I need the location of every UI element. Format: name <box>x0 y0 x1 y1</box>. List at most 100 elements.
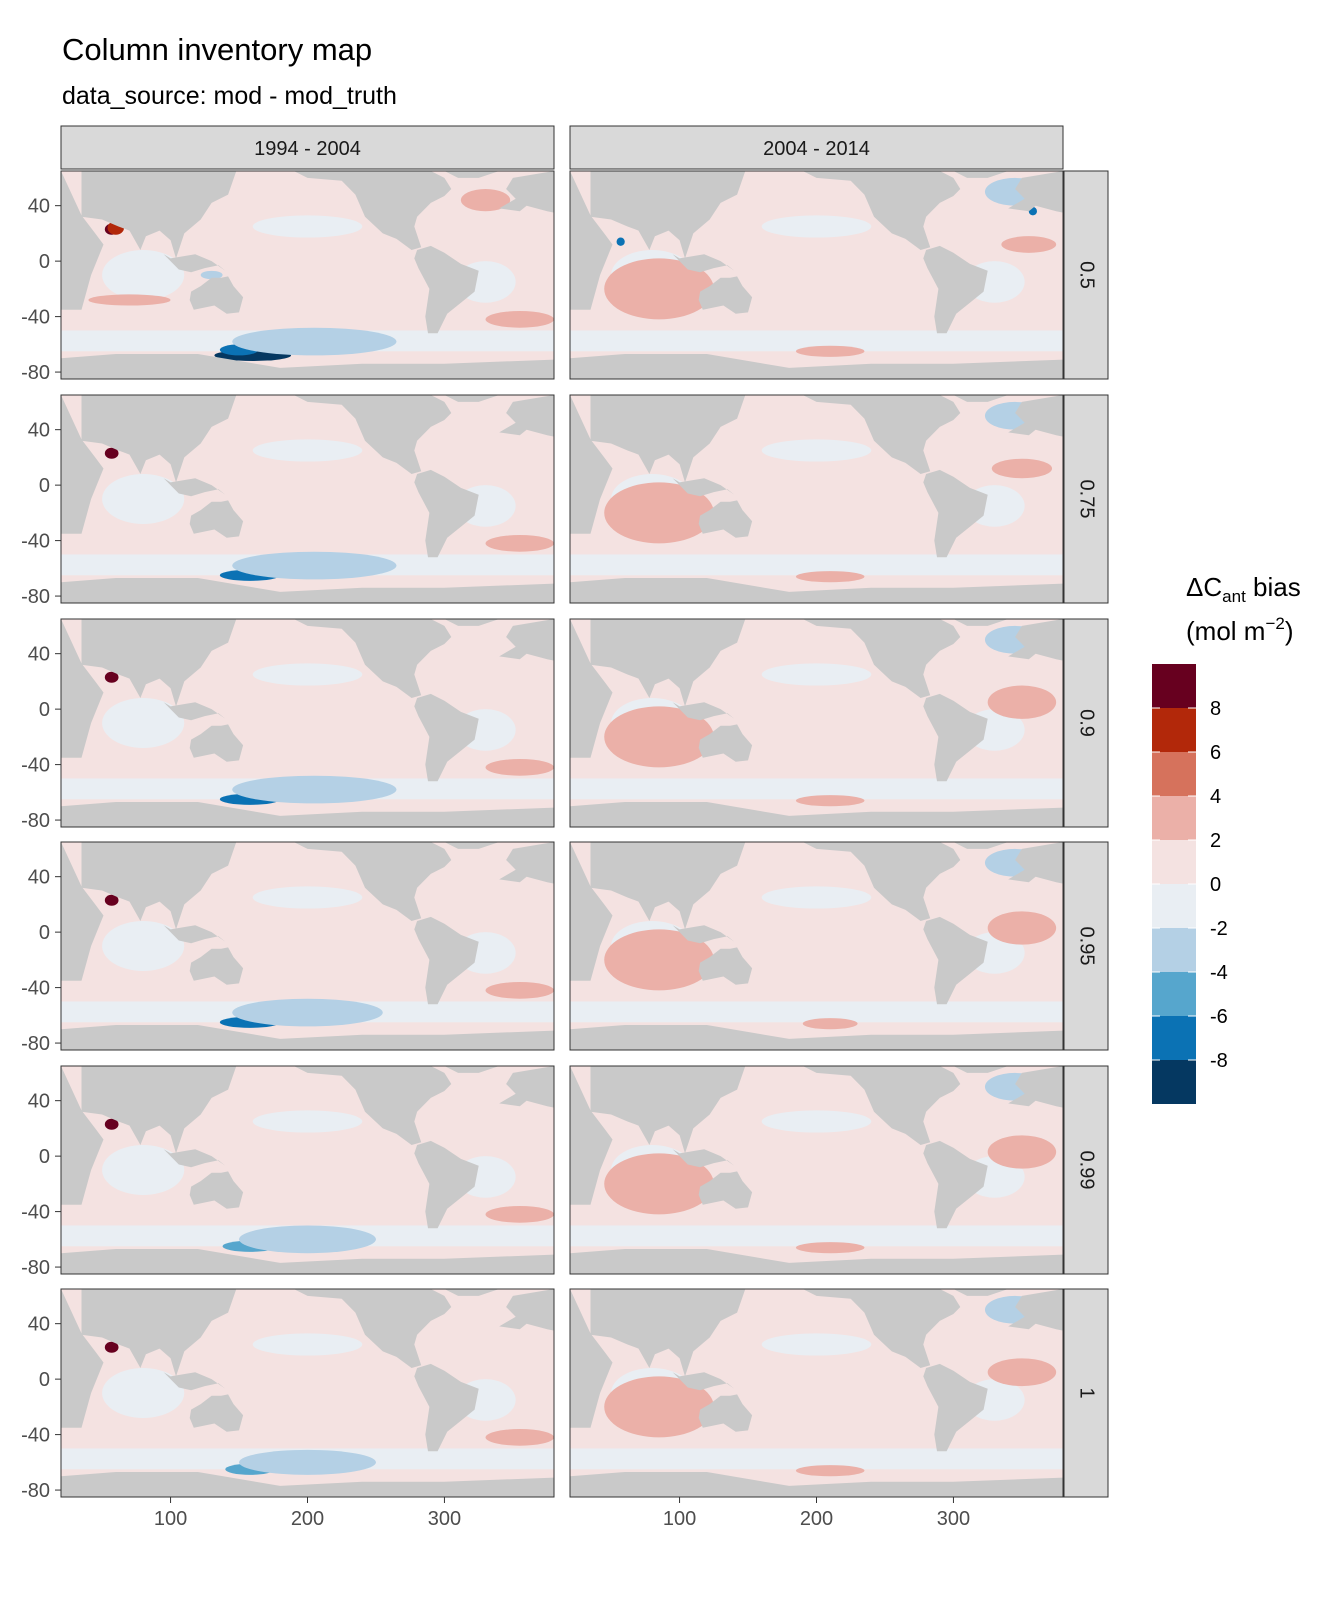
legend-tick-label: -6 <box>1210 1006 1228 1028</box>
legend-bin <box>1152 884 1196 928</box>
land-africa <box>61 619 104 758</box>
land-maritime_continent <box>163 925 226 944</box>
bias-anomaly <box>987 911 1057 945</box>
legend-bin <box>1152 752 1196 796</box>
map-panel <box>60 170 555 380</box>
legend-tick-label: 4 <box>1210 786 1221 808</box>
land-australia <box>698 1394 753 1432</box>
bias-anomaly <box>104 671 119 683</box>
legend-title-sub: ant <box>1222 587 1246 606</box>
land-africa <box>61 842 104 981</box>
land-north_america <box>802 1289 961 1368</box>
panel-border <box>569 394 1064 604</box>
land-arabia_india <box>590 171 746 259</box>
north-pacific-patch <box>252 663 363 686</box>
row-strip-label: 0.9 <box>1076 709 1098 737</box>
column-strip-label: 2004 - 2014 <box>763 138 870 160</box>
map-panel <box>569 618 1064 828</box>
land-maritime_continent <box>163 254 226 273</box>
bias-anomaly <box>88 294 171 306</box>
bias-anomaly <box>604 482 714 544</box>
map-content <box>61 171 554 379</box>
y-tick-label: 0 <box>39 475 50 497</box>
bias-anomaly <box>460 189 511 212</box>
southern-ocean-band <box>570 1225 1063 1247</box>
land-maritime_continent <box>672 925 735 944</box>
land-australia <box>698 1171 753 1209</box>
map-content <box>61 395 554 603</box>
legend-unit-exp: −2 <box>1265 614 1284 633</box>
land-greenland <box>444 1289 500 1296</box>
y-tick-label: 40 <box>28 1091 50 1113</box>
north-pacific-patch <box>252 1333 363 1356</box>
bias-anomaly <box>987 1135 1057 1169</box>
bias-anomaly <box>104 1341 119 1353</box>
y-tick-label: -40 <box>21 1202 50 1224</box>
y-tick-label: -80 <box>21 1033 50 1055</box>
map-panel <box>60 618 555 828</box>
bias-anomaly <box>232 327 397 356</box>
north-pacific-patch <box>761 663 872 686</box>
row-strip <box>1063 1288 1109 1498</box>
map-panel <box>60 394 555 604</box>
bias-anomaly <box>604 706 714 768</box>
map-content <box>570 619 1063 827</box>
land-maritime_continent <box>672 702 735 721</box>
indian-ocean-patch <box>102 921 185 971</box>
legend-bin <box>1152 796 1196 840</box>
legend-tick-label: -4 <box>1210 962 1228 984</box>
land-australia <box>189 724 244 762</box>
north-pacific-patch <box>761 439 872 462</box>
land-north_america <box>293 842 452 921</box>
row-strip <box>1063 1065 1109 1275</box>
y-tick-label: -80 <box>21 810 50 832</box>
land-europe <box>499 619 554 661</box>
north-pacific-patch <box>252 1110 363 1133</box>
land-maritime_continent <box>163 478 226 497</box>
panel-border <box>60 394 555 604</box>
land-antarctica <box>61 1249 554 1274</box>
land-arabia_india <box>81 1066 237 1154</box>
land-australia <box>698 500 753 538</box>
land-antarctica <box>61 354 554 379</box>
map-content <box>61 1289 554 1497</box>
land-australia <box>698 724 753 762</box>
land-north_america <box>802 842 961 921</box>
map-content <box>570 171 1063 379</box>
land-greenland <box>444 619 500 626</box>
panel-border <box>569 841 1064 1051</box>
y-tick-label: -40 <box>21 755 50 777</box>
land-europe <box>499 842 554 884</box>
row-strip-label: 0.95 <box>1076 927 1098 966</box>
y-tick-label: -80 <box>21 586 50 608</box>
panel-border <box>60 1065 555 1275</box>
map-panel <box>60 1288 555 1498</box>
land-antarctica <box>570 1472 1063 1497</box>
bias-anomaly <box>485 311 554 328</box>
legend-bin <box>1152 708 1196 752</box>
southern-ocean-band <box>570 554 1063 576</box>
land-europe <box>499 171 554 213</box>
indian-ocean-patch <box>102 1145 185 1195</box>
north-pacific-patch <box>252 215 363 238</box>
land-antarctica <box>570 1025 1063 1050</box>
legend-title: ΔCant bias <box>1186 572 1301 606</box>
panel-border <box>569 170 1064 380</box>
indian-ocean-patch <box>102 250 185 300</box>
y-tick-label: -40 <box>21 531 50 553</box>
bias-anomaly <box>485 535 554 552</box>
map-content <box>61 1066 554 1274</box>
y-tick-label: -80 <box>21 1480 50 1502</box>
land-north_america <box>293 619 452 698</box>
bias-anomaly <box>1001 236 1057 253</box>
land-maritime_continent <box>672 478 735 497</box>
legend-tick-label: -2 <box>1210 918 1228 940</box>
land-australia <box>698 276 753 314</box>
land-north_america <box>293 1289 452 1368</box>
row-strip <box>1063 170 1109 380</box>
legend-title-main: ΔC <box>1186 572 1222 602</box>
land-arabia_india <box>81 1289 237 1377</box>
y-tick-label: 40 <box>28 420 50 442</box>
y-tick-label: -40 <box>21 1425 50 1447</box>
